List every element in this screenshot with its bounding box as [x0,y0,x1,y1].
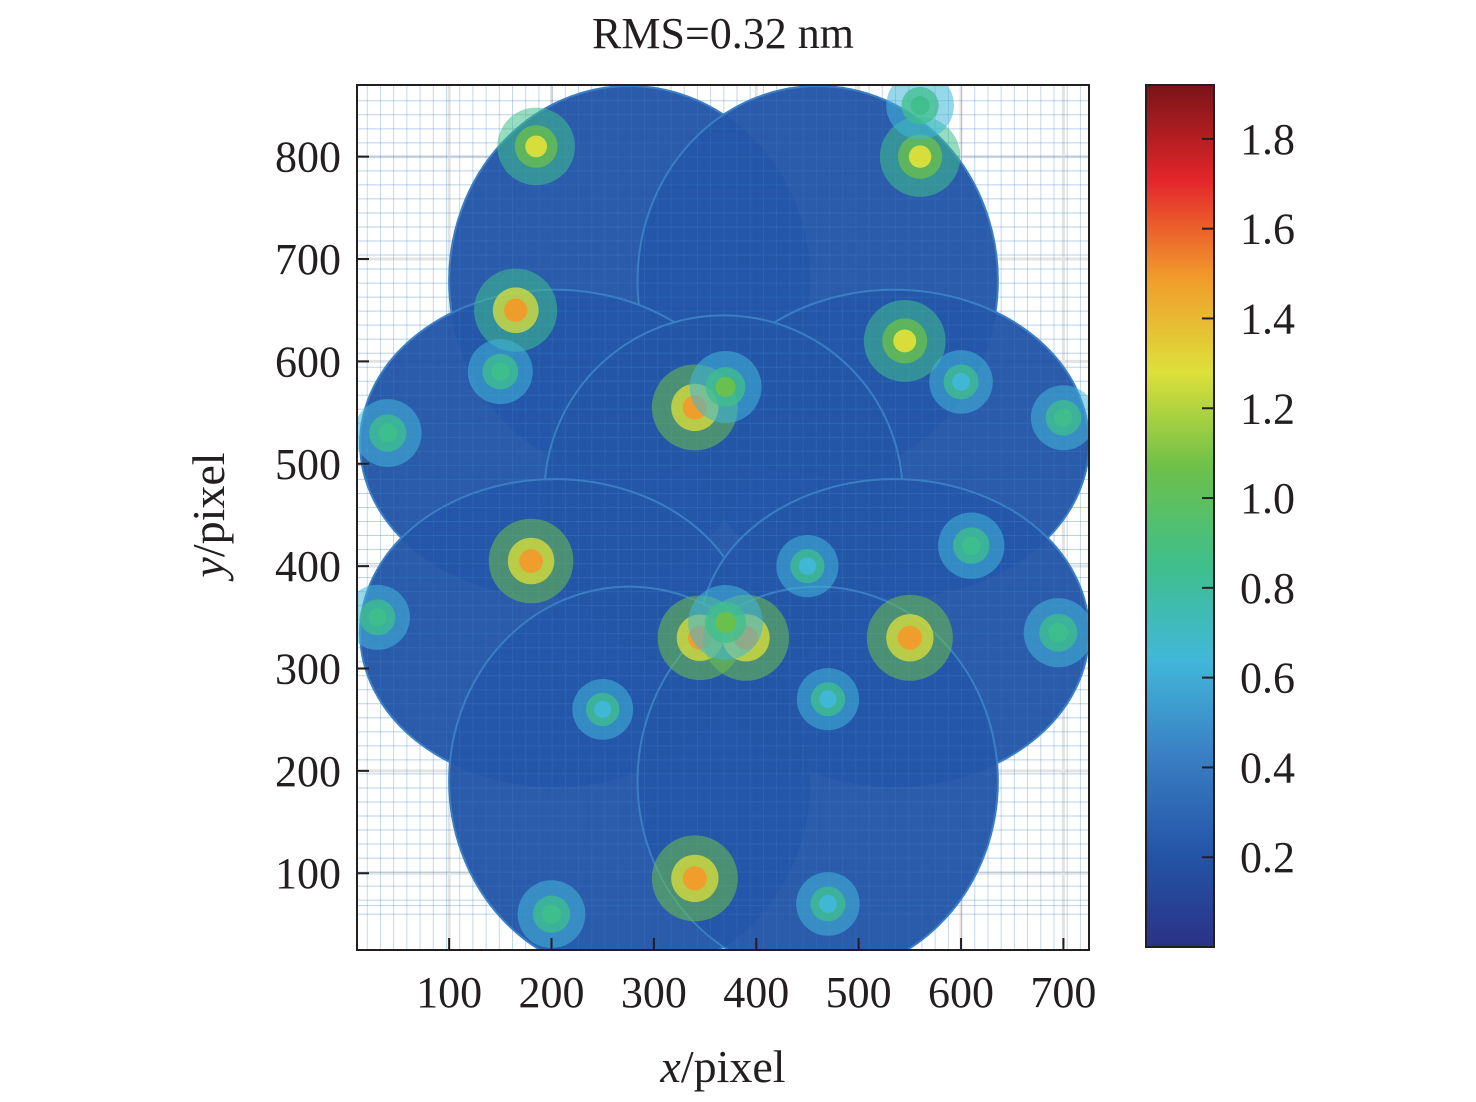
hot-spot [525,135,548,158]
x-tick-label: 200 [519,968,585,1017]
x-axis-unit: /pixel [681,1041,786,1092]
colorbar-tick-label: 1.4 [1240,294,1295,343]
plot-area [357,85,1089,950]
y-tick-label: 700 [275,235,341,284]
y-tick-label: 200 [275,747,341,796]
colorbar-ticks: 0.2 0.4 0.6 0.8 1.0 1.2 1.4 1.6 1.8 [1202,115,1295,882]
hot-spot [715,376,736,398]
x-axis: 100 200 300 400 500 600 700 [416,938,1096,1017]
colorbar-tick-label: 1.0 [1240,474,1295,523]
y-axis-label: y/pixel [183,452,234,581]
hot-spot [594,700,612,718]
y-tick-label: 100 [275,849,341,898]
hot-spot [893,329,917,353]
x-tick-label: 600 [928,968,994,1017]
x-axis-label: x/pixel [659,1041,785,1092]
y-tick-label: 800 [275,133,341,182]
colorbar-tick-label: 1.8 [1240,115,1295,164]
y-tick-label: 300 [275,644,341,693]
y-tick-label: 500 [275,440,341,489]
hot-spot [798,557,817,575]
hot-spot [682,866,707,891]
hot-spot [961,536,981,555]
hot-spot [952,372,970,391]
hot-spot [519,549,543,573]
hot-spots [357,85,1089,949]
hot-spot [715,611,737,633]
hot-spot [504,298,528,322]
y-tick-label: 600 [275,337,341,386]
hot-spot [1048,622,1068,643]
chart-title: RMS=0.32 nm [592,9,854,58]
hot-spot [542,904,562,924]
y-axis-unit: /pixel [183,452,234,557]
hot-spot [908,145,932,168]
x-tick-label: 400 [723,968,789,1017]
hot-spot [897,625,922,650]
hot-spot [368,608,387,627]
colorbar-tick-label: 0.8 [1240,564,1295,613]
colorbar-tick-label: 1.6 [1240,205,1295,254]
x-tick-label: 700 [1030,968,1096,1017]
x-tick-label: 500 [826,968,892,1017]
colorbar-fill [1145,84,1215,948]
y-axis: 100 200 300 400 500 600 700 800 [275,133,369,898]
plot-frame [356,84,1090,951]
hot-spot [819,690,837,708]
hot-spot [910,95,930,115]
colorbar-tick-label: 0.2 [1240,833,1295,882]
hot-spot [491,362,510,381]
hot-spot [819,895,837,913]
x-tick-label: 300 [621,968,687,1017]
x-axis-variable: x [659,1041,681,1092]
colorbar-tick-label: 0.6 [1240,654,1295,703]
hot-spot [378,423,398,443]
y-axis-variable: y [183,557,234,582]
colorbar-tick-label: 1.2 [1240,384,1295,433]
colorbar: 0.2 0.4 0.6 0.8 1.0 1.2 1.4 1.6 1.8 [1145,84,1295,948]
y-tick-label: 400 [275,542,341,591]
x-tick-label: 100 [416,968,482,1017]
colorbar-tick-label: 0.4 [1240,743,1295,792]
hot-spot [1054,408,1073,427]
